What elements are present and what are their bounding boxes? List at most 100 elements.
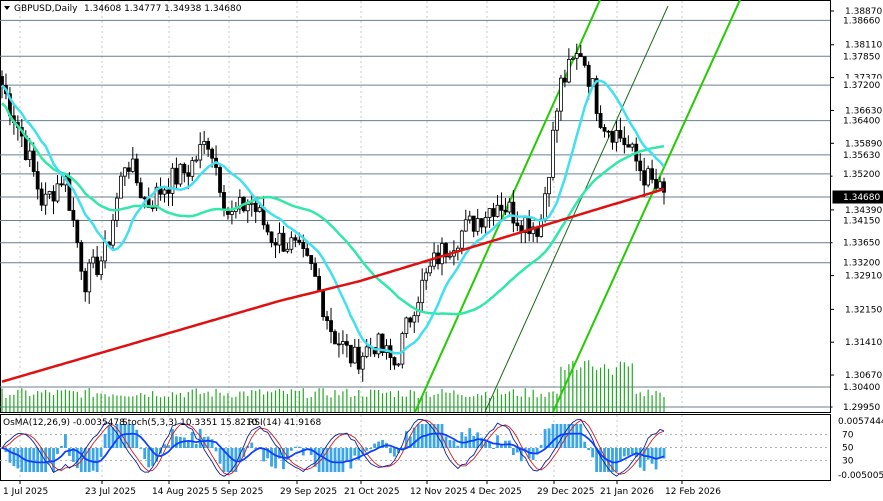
stoch-signal-line [1, 419, 665, 476]
candle-body [463, 219, 468, 232]
candle-body [35, 171, 40, 190]
osma-bar [345, 448, 349, 462]
candle-body [281, 232, 286, 252]
candle-body [424, 272, 429, 281]
candle-body [392, 357, 397, 366]
indicator-level-label: 30 [842, 457, 854, 467]
level-label: 1.30400 [843, 383, 880, 393]
osma-bar [71, 448, 75, 462]
candle-body [459, 230, 464, 249]
osma-bar [603, 448, 606, 472]
level-label-box [832, 13, 883, 27]
candle-body [333, 331, 337, 345]
osma-bar [293, 446, 297, 448]
osma-bar [539, 444, 543, 448]
osma-bar [468, 428, 472, 448]
osma-bar [56, 448, 59, 454]
candle-body [122, 167, 127, 177]
date-label: 23 Jul 2025 [85, 487, 136, 497]
candle-body [428, 265, 433, 274]
candle-body [356, 346, 361, 370]
chart-header: GBPUSD,Daily 1.34608 1.34777 1.34938 1.3… [4, 4, 242, 14]
osma-bar [210, 439, 214, 448]
price-axis[interactable]: 1.388701.381101.373701.366301.358901.351… [830, 7, 883, 414]
level-label: 1.34680 [843, 193, 880, 203]
candle-body [602, 127, 607, 132]
level-label: 1.33200 [843, 259, 880, 269]
osma-bar [416, 424, 420, 448]
osma-bar [452, 440, 456, 448]
level-label: 1.36400 [843, 117, 880, 127]
candle-body [622, 137, 627, 146]
candle-body [245, 203, 250, 212]
osma-bar [103, 433, 107, 448]
rsi-line [1, 432, 665, 464]
trend-line[interactable] [484, 5, 669, 413]
osma-bar [28, 448, 32, 472]
osma-bar [626, 448, 630, 456]
candle-body [174, 167, 179, 185]
candle-body [471, 215, 476, 232]
osma-bar [587, 448, 591, 451]
level-label-box [832, 236, 883, 250]
candle-body [31, 150, 36, 172]
candle-body [372, 346, 377, 355]
osma-bar [107, 425, 111, 448]
candle-body [126, 167, 131, 172]
candle-body [325, 316, 329, 321]
volume-bars [1, 360, 665, 412]
candle-body [222, 191, 226, 210]
osma-bar [492, 448, 495, 449]
candle-body [543, 193, 547, 220]
osma-bar [190, 432, 194, 448]
osma-bar [575, 424, 579, 448]
candle-body [630, 143, 635, 148]
candle-body [142, 197, 147, 200]
level-label: 1.38660 [843, 16, 880, 26]
date-axis[interactable]: 1 Jul 2025 23 Jul 2025 14 Aug 2025 5 Sep 20… [3, 480, 721, 497]
osma-bar [270, 448, 273, 467]
osma-bar [147, 448, 151, 468]
candle-body [198, 144, 203, 161]
candle-body [0, 76, 4, 86]
candle-body [376, 333, 381, 355]
osma-bar [460, 432, 464, 448]
osma-bar [44, 448, 48, 472]
level-label-box [832, 78, 883, 92]
osma-bar [365, 448, 369, 451]
osma-bar [111, 427, 115, 448]
date-label: 21 Oct 2025 [344, 487, 400, 497]
osma-bar [488, 442, 491, 448]
level-label-box [832, 214, 883, 228]
osma-bar [36, 448, 40, 472]
osma-bar [64, 433, 67, 448]
channel-lower-line[interactable] [552, 0, 741, 413]
candle-body [396, 363, 401, 366]
osma-bar [563, 424, 567, 448]
osma-bar [317, 448, 321, 472]
osma-bar [297, 446, 301, 448]
osma-bar [646, 448, 650, 460]
osma-bar [638, 448, 642, 468]
candle-body [313, 263, 318, 277]
osma-bar [60, 445, 63, 448]
indicator-level-label: 70 [842, 431, 854, 441]
osma-bar [115, 424, 119, 448]
osma-bar [543, 429, 547, 448]
osma-bar [357, 448, 361, 461]
candle-body [257, 207, 262, 212]
osma-bar [313, 448, 317, 467]
indicator-header: OsMA(12,26,9) -0.0035478 Stoch(5,3,3) 10… [3, 418, 321, 428]
osma-bar [246, 445, 250, 448]
candle-body [408, 317, 413, 323]
indicator-top-label: 0.0057444 [838, 417, 883, 427]
date-label: 4 Dec 2025 [470, 487, 522, 497]
candle-body [47, 191, 52, 195]
triangle-down-icon[interactable] [4, 6, 10, 10]
candle-body [578, 53, 583, 58]
osma-bar [408, 436, 412, 448]
osma-bar [254, 448, 258, 449]
osma-bar [40, 448, 44, 472]
osma-bar [377, 441, 380, 448]
